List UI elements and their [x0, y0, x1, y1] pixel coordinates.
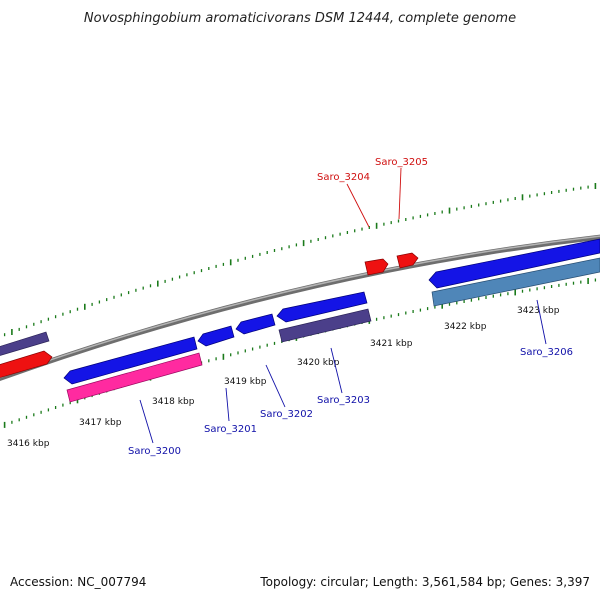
gene-features: [0, 238, 600, 403]
leader-saro-3200: [139, 399, 154, 444]
kbp-label-3419: 3419 kbp: [224, 377, 267, 387]
accession-text: Accession: NC_007794: [10, 575, 146, 589]
genome-backbone-highlight: [0, 235, 600, 379]
leader-saro-3204: [346, 183, 370, 228]
leader-saro-3205: [398, 167, 402, 220]
gene-saro-3200-forward[interactable]: [63, 336, 198, 385]
gene-label-saro-3203[interactable]: Saro_3203: [317, 395, 370, 406]
gene-label-group: Saro_3200 Saro_3201 Saro_3202 Saro_3203 …: [128, 157, 573, 457]
leader-saro-3201: [225, 387, 230, 422]
kbp-label-3417: 3417 kbp: [79, 418, 122, 428]
genome-title: Novosphingobium aromaticivorans DSM 1244…: [84, 11, 516, 26]
kbp-label-3423: 3423 kbp: [517, 306, 560, 316]
kbp-label-3422: 3422 kbp: [444, 322, 487, 332]
gene-label-saro-3204[interactable]: Saro_3204: [317, 172, 370, 183]
gene-offscreen-left-purple[interactable]: [0, 331, 50, 357]
kbp-label-3416: 3416 kbp: [7, 439, 50, 449]
gene-saro-3203[interactable]: [278, 308, 372, 343]
gene-label-saro-3201[interactable]: Saro_3201: [204, 424, 257, 435]
leader-saro-3206: [536, 299, 547, 345]
gene-saro-3201[interactable]: [197, 325, 235, 347]
gene-saro-3203-forward[interactable]: [276, 291, 368, 323]
gene-saro-3206[interactable]: [431, 257, 600, 307]
lower-tick-ruler: [3, 278, 597, 428]
kbp-label-3418: 3418 kbp: [152, 397, 195, 407]
genome-backbone: [0, 234, 600, 382]
gene-label-saro-3200[interactable]: Saro_3200: [128, 446, 181, 457]
gene-saro-3202[interactable]: [235, 313, 276, 335]
leader-saro-3203: [330, 347, 343, 394]
gene-label-saro-3205[interactable]: Saro_3205: [375, 157, 428, 168]
leader-saro-3202: [265, 364, 286, 408]
gene-label-leaders: [139, 167, 547, 444]
genome-summary-text: Topology: circular; Length: 3,561,584 bp…: [259, 575, 590, 589]
gene-offscreen-left-red[interactable]: [0, 350, 53, 379]
gene-saro-3205[interactable]: [396, 252, 419, 269]
gene-saro-3200[interactable]: [66, 352, 203, 403]
upper-tick-ruler: [3, 183, 597, 337]
kbp-label-3420: 3420 kbp: [297, 358, 340, 368]
kbp-labels: 3416 kbp 3417 kbp 3418 kbp 3419 kbp 3420…: [7, 306, 560, 449]
gene-label-saro-3206[interactable]: Saro_3206: [520, 347, 573, 358]
gene-label-saro-3202[interactable]: Saro_3202: [260, 409, 313, 420]
gene-saro-3206-forward[interactable]: [428, 238, 600, 289]
kbp-label-3421: 3421 kbp: [370, 339, 413, 349]
gene-saro-3204[interactable]: [364, 258, 389, 276]
